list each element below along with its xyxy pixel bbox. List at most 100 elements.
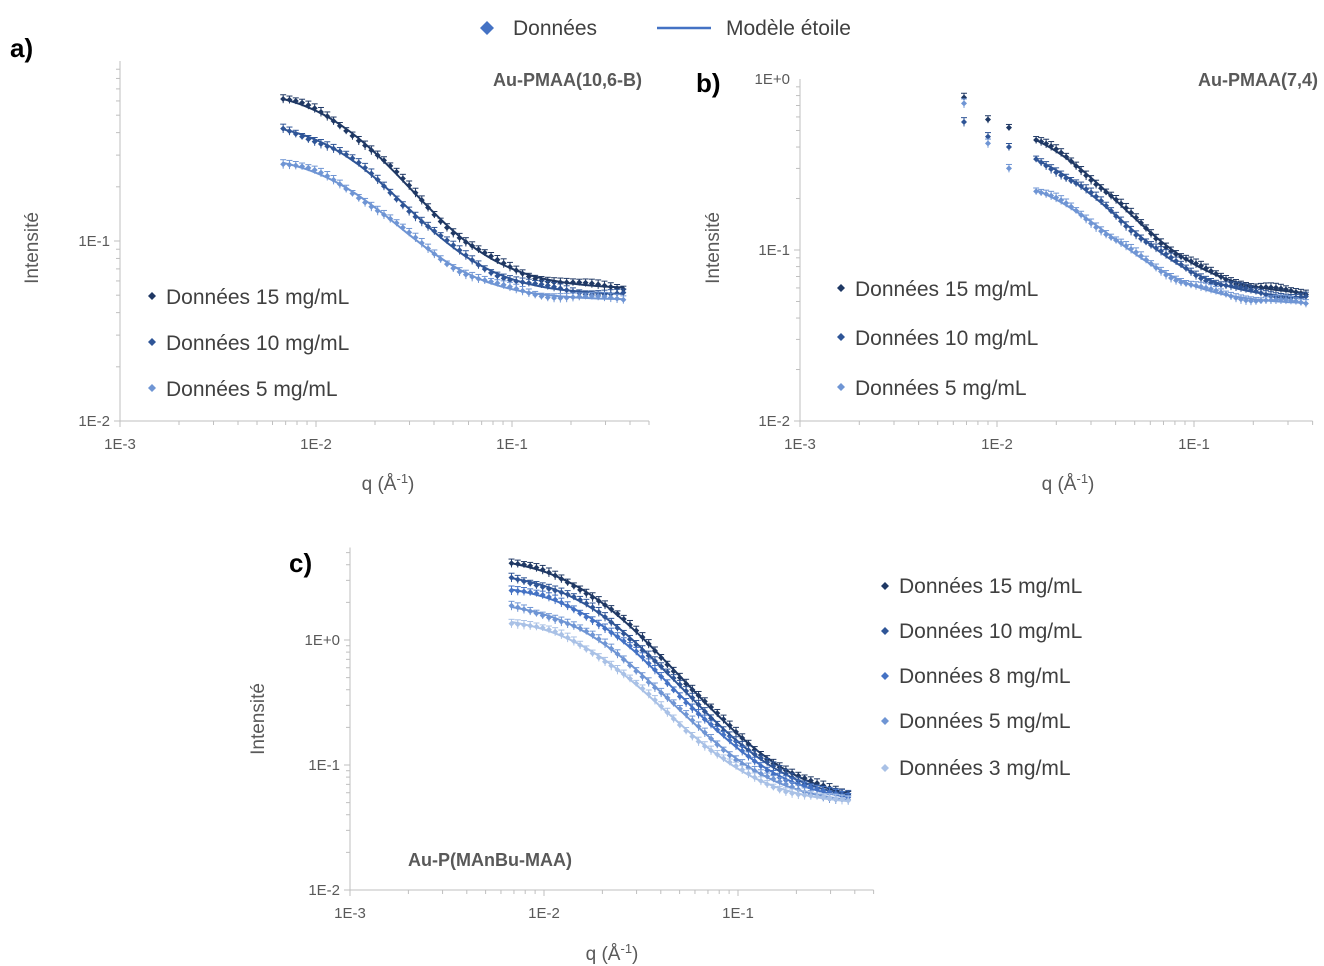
data-point-3 [732,762,739,769]
data-point-5 [317,169,324,176]
data-point-5 [1193,282,1200,289]
data-point-5 [588,293,595,300]
data-point-10 [1033,156,1040,163]
data-point-5 [757,770,764,777]
data-point-3 [626,675,633,682]
data-point-15 [292,97,299,104]
data-point-15 [1203,265,1210,272]
data-point-15 [1088,177,1095,184]
data-point-10 [1088,189,1095,196]
data-point-8 [602,625,609,632]
data-point-8 [620,638,627,645]
data-point-5 [280,161,287,168]
data-point-15 [583,590,590,597]
data-point-10 [1242,285,1249,292]
data-point-15 [608,606,615,613]
data-point-5 [469,273,476,280]
data-point-5 [732,756,739,763]
panel-a: a) Au-PMAA(10,6-B) 1E-3 1E-2 1E-11E-21E-1 … [10,33,650,495]
data-point-3 [527,622,534,629]
y-tick-label: 1E+0 [755,71,790,88]
data-point-5 [614,295,621,302]
data-point-10 [374,176,381,183]
data-point-8 [720,731,727,738]
data-point-8 [676,693,683,700]
data-point-10 [701,708,708,715]
data-point-10 [708,715,715,722]
panel-c: c) Au-P(MAnBu-MAA) 1E-3 1E-2 1E-11E-21E-11… [248,547,1082,965]
panel-a-legend: Données 15 mg/mL Données 10 mg/mL Donnée… [148,286,349,401]
data-point-5 [607,294,614,301]
x-tick-label: 1E-1 [722,905,754,922]
data-point-10 [645,652,652,659]
data-point-5 [608,645,615,652]
data-point-10 [583,600,590,607]
data-point-10 [1123,223,1130,230]
data-point-10 [558,589,565,596]
data-point-15 [286,96,293,103]
data-point-15 [481,249,488,256]
panel-c-legend-item-10: Données 10 mg/mL [881,620,1082,643]
data-point-15 [1143,225,1150,232]
data-point-3 [508,620,515,627]
x-tick-label: 1E-3 [334,905,366,922]
panel-c-axes: 1E-3 1E-2 1E-1 1E-2 1E-1 1E+0 [305,547,875,922]
data-point-10 [1078,183,1085,190]
data-point-5 [343,185,350,192]
data-point-15 [519,270,526,277]
data-point-10 [1118,218,1125,225]
data-point-10 [387,189,394,196]
data-point-3 [757,777,764,784]
data-point-10 [770,762,777,769]
data-point-5 [1073,207,1080,214]
data-point-5 [520,606,527,613]
data-point-15 [508,560,515,567]
data-point-5 [961,100,968,107]
panel-c-legend-marker-5 [881,717,889,725]
data-point-8 [726,737,733,744]
data-point-8 [745,753,752,760]
data-point-5 [1262,297,1269,304]
data-point-5 [782,781,789,788]
data-point-15 [689,686,696,693]
y-tick-label: 1E-1 [78,233,110,250]
data-point-3 [676,722,683,729]
data-point-10 [589,604,596,611]
data-point-5 [1118,240,1125,247]
data-point-5 [450,265,457,272]
panel-a-title: Au-PMAA(10,6-B) [493,70,642,90]
data-point-8 [633,648,640,655]
panel-b-legend-item-10: Données 10 mg/mL [837,327,1038,350]
data-point-15 [726,722,733,729]
panel-b-xlabel: q (Å-1) [1042,471,1095,496]
data-point-5 [689,717,696,724]
data-point-10 [456,247,463,254]
data-point-8 [583,614,590,621]
panel-b-title: Au-PMAA(7,4) [1198,70,1318,90]
data-point-5 [393,219,400,226]
x-tick-label: 1E-2 [528,905,560,922]
data-point-8 [595,621,602,628]
data-point-3 [539,624,546,631]
data-point-5 [1138,252,1145,259]
data-point-10 [1222,282,1229,289]
panel-c-legend-label-10: Données 10 mg/mL [899,620,1082,643]
data-point-15 [1153,235,1160,242]
data-point-10 [1133,232,1140,239]
data-point-10 [1083,186,1090,193]
data-point-10 [538,281,545,288]
panel-c-legend-label-5: Données 5 mg/mL [899,710,1071,733]
data-point-5 [1108,234,1115,241]
data-point-10 [577,596,584,603]
data-point-3 [545,626,552,633]
data-point-3 [845,797,852,804]
data-point-8 [589,617,596,624]
data-point-5 [1183,280,1190,287]
data-point-10 [1198,275,1205,282]
data-point-10 [399,202,406,209]
data-point-15 [336,122,343,129]
panel-b-legend-marker-10 [837,333,845,341]
data-point-15 [582,279,589,286]
data-point-10 [984,133,991,140]
data-point-10 [552,587,559,594]
